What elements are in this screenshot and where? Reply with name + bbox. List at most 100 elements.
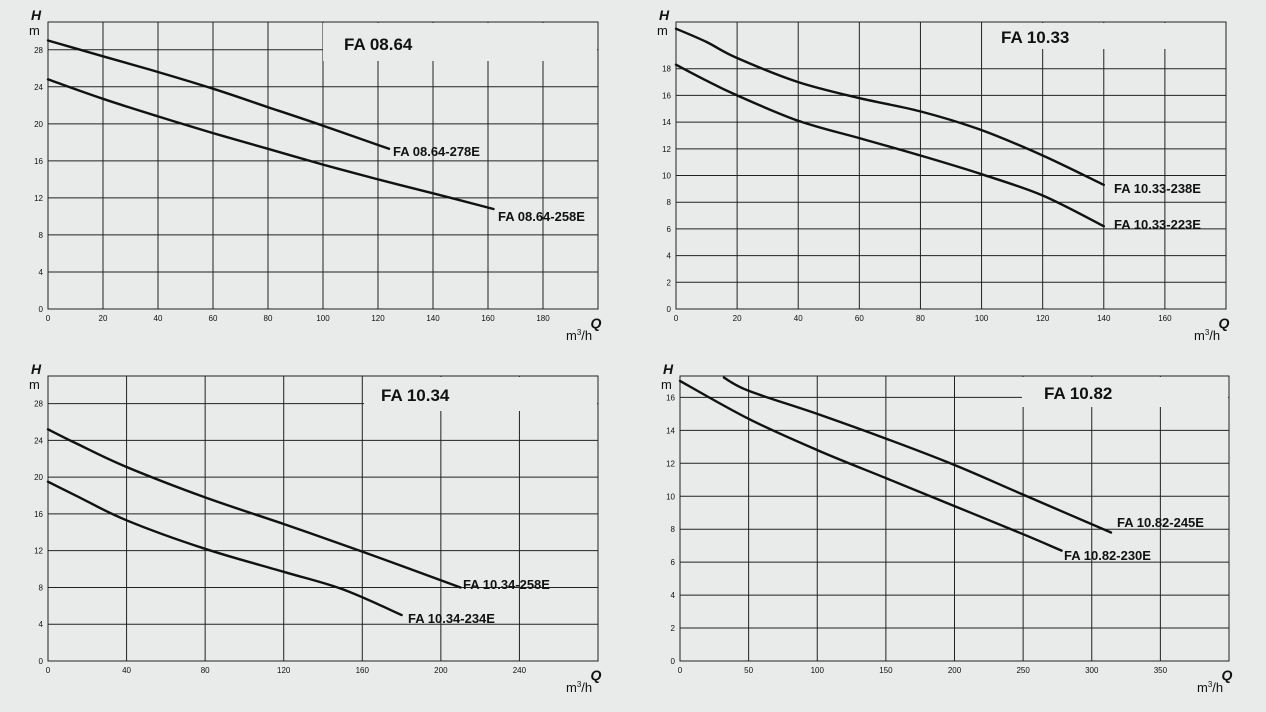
chart-title: FA 10.82 xyxy=(1044,384,1112,403)
y-tick-label: 24 xyxy=(34,83,43,92)
x-tick-label: 100 xyxy=(811,666,825,675)
series-label: FA 10.82-230E xyxy=(1064,548,1151,563)
series-line xyxy=(46,428,462,589)
y-tick-label: 12 xyxy=(666,459,675,468)
x-tick-label: 120 xyxy=(1036,314,1050,323)
series-label: FA 08.64-278E xyxy=(393,144,480,159)
x-tick-label: 150 xyxy=(879,666,893,675)
x-tick-label: 80 xyxy=(916,314,925,323)
x-tick-label: 200 xyxy=(434,666,448,675)
plot-frame xyxy=(47,375,599,662)
y-tick-label: 16 xyxy=(34,510,43,519)
y-tick-label: 0 xyxy=(39,657,44,666)
chart-panel-3: 0 40 80 120 160 200 240 0 4 8 12 16 20 24 28 Hm Qm3/h FA … xyxy=(29,361,602,695)
y-tick-label: 14 xyxy=(662,118,671,127)
x-tick-label: 140 xyxy=(1097,314,1111,323)
y-axis-label: H xyxy=(663,361,674,377)
y-tick-label: 10 xyxy=(666,492,675,501)
x-tick-label: 160 xyxy=(1158,314,1172,323)
y-tick-label: 10 xyxy=(662,172,671,181)
x-tick-label: 80 xyxy=(264,314,273,323)
series-label: FA 08.64-258E xyxy=(498,209,585,224)
y-tick-label: 28 xyxy=(34,46,43,55)
x-tick-label: 250 xyxy=(1016,666,1030,675)
x-tick-label: 40 xyxy=(794,314,803,323)
x-tick-label: 0 xyxy=(46,666,51,675)
chart-panel-4: 0 50 100 150 200 250 300 350 0 2 4 6 8 10 12 14 16 Hm Qm3/… xyxy=(661,361,1233,695)
y-tick-label: 12 xyxy=(662,145,671,154)
y-tick-label: 0 xyxy=(667,305,672,314)
x-tick-label: 350 xyxy=(1154,666,1168,675)
y-tick-label: 0 xyxy=(671,657,676,666)
x-axis-unit: m3/h xyxy=(1194,328,1220,343)
chart-title: FA 10.34 xyxy=(381,386,450,405)
plot-frame xyxy=(675,21,1227,310)
x-tick-label: 300 xyxy=(1085,666,1099,675)
series-line xyxy=(722,376,1113,534)
y-tick-label: 0 xyxy=(39,305,44,314)
y-tick-label: 8 xyxy=(667,198,672,207)
y-tick-label: 16 xyxy=(34,157,43,166)
x-tick-label: 80 xyxy=(201,666,210,675)
y-tick-label: 8 xyxy=(671,525,676,534)
title-box xyxy=(323,23,597,61)
x-axis-label: Q xyxy=(591,315,602,331)
series-line xyxy=(46,78,495,211)
x-tick-label: 100 xyxy=(316,314,330,323)
series-label: FA 10.33-238E xyxy=(1114,181,1201,196)
title-box xyxy=(1022,377,1228,407)
y-tick-label: 16 xyxy=(662,91,671,100)
y-tick-label: 4 xyxy=(39,268,44,277)
chart-panel-1: 0 20 40 60 80 100 120 140 160 180 0 4 8 12 16 20 24 28 Hm Q… xyxy=(29,7,602,343)
x-tick-label: 0 xyxy=(46,314,51,323)
y-tick-label: 4 xyxy=(671,591,676,600)
title-box xyxy=(985,23,1225,49)
x-tick-label: 50 xyxy=(744,666,753,675)
y-tick-label: 12 xyxy=(34,547,43,556)
x-axis-unit: m3/h xyxy=(1197,680,1223,695)
y-axis-unit: m xyxy=(29,23,40,38)
y-axis-unit: m xyxy=(29,377,40,392)
y-tick-label: 6 xyxy=(671,558,676,567)
y-axis-label: H xyxy=(31,7,42,23)
series-label: FA 10.34-234E xyxy=(408,611,495,626)
x-axis-label: Q xyxy=(1222,667,1233,683)
y-tick-label: 4 xyxy=(39,620,44,629)
x-tick-label: 0 xyxy=(678,666,683,675)
x-tick-label: 200 xyxy=(948,666,962,675)
y-axis-unit: m xyxy=(657,23,668,38)
plot-frame xyxy=(679,375,1230,662)
y-tick-label: 28 xyxy=(34,400,43,409)
series-line xyxy=(46,39,391,150)
x-tick-label: 40 xyxy=(154,314,163,323)
y-tick-label: 12 xyxy=(34,194,43,203)
y-tick-label: 6 xyxy=(667,225,672,234)
series-label: FA 10.34-258E xyxy=(463,577,550,592)
y-tick-label: 16 xyxy=(666,393,675,402)
series-line xyxy=(678,379,1063,552)
x-axis-label: Q xyxy=(1219,315,1230,331)
y-axis-unit: m xyxy=(661,377,672,392)
x-tick-label: 60 xyxy=(209,314,218,323)
x-tick-label: 20 xyxy=(733,314,742,323)
x-tick-label: 180 xyxy=(536,314,550,323)
x-tick-label: 120 xyxy=(277,666,291,675)
y-axis-label: H xyxy=(659,7,670,23)
y-tick-label: 14 xyxy=(666,426,675,435)
y-tick-label: 20 xyxy=(34,473,43,482)
series-line xyxy=(674,63,1105,228)
x-axis-label: Q xyxy=(591,667,602,683)
x-axis-unit: m3/h xyxy=(566,680,592,695)
y-tick-label: 18 xyxy=(662,65,671,74)
series-label: FA 10.82-245E xyxy=(1117,515,1204,530)
y-tick-label: 2 xyxy=(671,624,676,633)
x-axis-unit: m3/h xyxy=(566,328,592,343)
x-tick-label: 120 xyxy=(371,314,385,323)
x-tick-label: 160 xyxy=(481,314,495,323)
series-line xyxy=(46,480,403,617)
y-tick-label: 8 xyxy=(39,231,44,240)
plot-frame xyxy=(47,21,599,310)
y-tick-label: 20 xyxy=(34,120,43,129)
y-tick-label: 2 xyxy=(667,278,672,287)
